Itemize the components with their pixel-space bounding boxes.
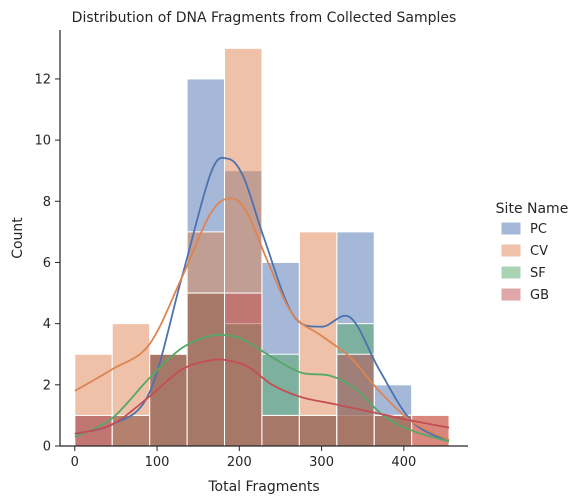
legend-title: Site Name xyxy=(496,201,569,217)
kde-layer xyxy=(74,156,450,443)
y-tick-label: 6 xyxy=(43,256,51,271)
legend-swatch-sf xyxy=(500,265,522,280)
legend-swatch-gb xyxy=(500,287,522,302)
legend-swatch-pc xyxy=(500,221,522,236)
x-tick-label: 200 xyxy=(227,455,252,470)
legend-label-cv: CV xyxy=(530,244,548,259)
y-ticks: 0 2 4 6 8 10 12 xyxy=(34,72,60,455)
legend-label-gb: GB xyxy=(530,288,549,303)
legend-label-sf: SF xyxy=(530,266,546,281)
x-axis-label: Total Fragments xyxy=(207,479,319,495)
y-axis-label: Count xyxy=(10,217,26,259)
bar-gb-1 xyxy=(111,414,151,447)
chart-title: Distribution of DNA Fragments from Colle… xyxy=(72,10,457,26)
bar-gb-6 xyxy=(298,414,338,447)
y-tick-label: 4 xyxy=(43,317,51,332)
x-tick-label: 100 xyxy=(145,455,170,470)
bar-gb-3 xyxy=(186,292,226,447)
legend-label-pc: PC xyxy=(530,222,547,237)
kde-line-gb xyxy=(74,358,450,435)
x-tick-label: 300 xyxy=(309,455,334,470)
bar-gb-4 xyxy=(224,292,263,447)
y-tick-label: 10 xyxy=(34,134,51,149)
bar-gb-5 xyxy=(261,414,300,447)
y-tick-label: 12 xyxy=(34,72,51,87)
legend-swatch-cv xyxy=(500,243,522,258)
kde-line-pc xyxy=(74,156,450,443)
bar-cv-6 xyxy=(298,231,338,447)
y-tick-label: 8 xyxy=(43,195,51,210)
bar-gb-7 xyxy=(336,353,375,447)
x-tick-label: 0 xyxy=(71,455,79,470)
legend: Site Name PC CV SF GB xyxy=(496,201,569,303)
kde-line-cv xyxy=(74,197,450,441)
y-tick-label: 2 xyxy=(43,378,51,393)
bar-gb-2 xyxy=(149,353,188,447)
x-tick-label: 400 xyxy=(391,455,416,470)
bars-layer xyxy=(74,47,450,447)
y-tick-label: 0 xyxy=(43,440,51,455)
x-ticks: 0 100 200 300 400 xyxy=(71,446,416,470)
